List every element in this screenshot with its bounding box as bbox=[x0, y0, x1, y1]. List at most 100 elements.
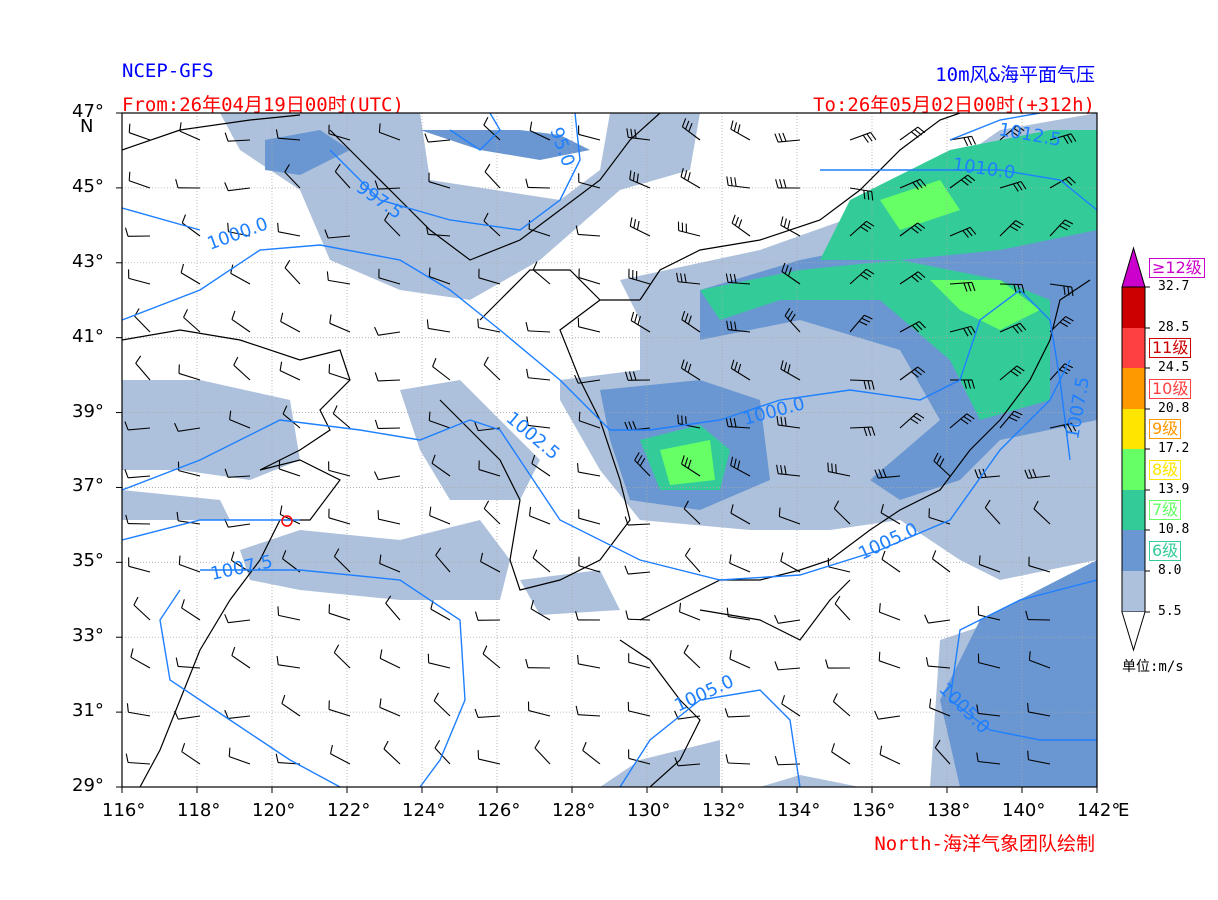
colorbar-tick-label: 10.8 bbox=[1158, 522, 1190, 537]
wind-barb bbox=[677, 414, 701, 429]
wind-barb bbox=[774, 661, 801, 671]
wind-barb bbox=[827, 462, 851, 477]
wind-barb bbox=[628, 653, 651, 669]
model-label: NCEP-GFS bbox=[122, 60, 214, 82]
colorbar-tick-label: 20.8 bbox=[1158, 401, 1190, 416]
lat-tick-label: 37° bbox=[72, 475, 104, 497]
wind-barb bbox=[725, 754, 751, 765]
wind-barb bbox=[532, 549, 551, 573]
wind-barb bbox=[730, 504, 751, 525]
colorbar-tick-label: 5.5 bbox=[1158, 604, 1182, 619]
wind-barb bbox=[1049, 133, 1077, 144]
lat-tick-label: 31° bbox=[72, 700, 104, 722]
lon-tick-label: 138° bbox=[927, 800, 971, 821]
wind-barb bbox=[480, 552, 501, 573]
colorbar-tick-label: 28.5 bbox=[1158, 320, 1190, 335]
wind-barb bbox=[999, 180, 1027, 192]
wind-barb bbox=[483, 500, 501, 525]
wind-barb bbox=[178, 555, 201, 573]
wind-barb bbox=[624, 516, 651, 526]
colorbar-level-label: 10级 bbox=[1149, 378, 1192, 399]
wind-barb bbox=[576, 463, 601, 477]
wind-barb bbox=[933, 452, 951, 477]
wind-barb bbox=[780, 552, 801, 573]
wind-barb bbox=[899, 222, 926, 237]
wind-barb bbox=[434, 739, 451, 765]
wind-barb bbox=[379, 649, 401, 669]
isobar-label: 1005.0 bbox=[855, 519, 921, 565]
wind-barb bbox=[849, 220, 875, 237]
wind-barb bbox=[934, 739, 951, 765]
wind-barb bbox=[128, 557, 151, 573]
wind-barb bbox=[776, 464, 801, 477]
wind-barb bbox=[377, 510, 401, 525]
wind-barb bbox=[224, 614, 251, 624]
wind-barb bbox=[874, 468, 901, 479]
wind-barb bbox=[231, 646, 251, 669]
lat-tick-label: 35° bbox=[72, 550, 104, 572]
wind-barb bbox=[525, 658, 551, 669]
wind-barb bbox=[1049, 316, 1074, 333]
lon-suffix: E bbox=[1118, 800, 1130, 821]
location-marker bbox=[281, 515, 293, 527]
wind-barb bbox=[178, 364, 201, 381]
wind-barb bbox=[730, 120, 751, 141]
wind-barb bbox=[625, 610, 651, 621]
wind-barb bbox=[526, 368, 551, 381]
wind-barb bbox=[578, 411, 601, 429]
lon-tick-label: 132° bbox=[702, 800, 746, 821]
wind-barb bbox=[179, 122, 201, 141]
wind-barb bbox=[284, 164, 301, 189]
wind-barb bbox=[276, 655, 301, 669]
wind-barb bbox=[726, 607, 751, 621]
colorbar-band bbox=[1122, 490, 1145, 530]
isobars bbox=[122, 113, 1097, 787]
wind-barb bbox=[477, 750, 501, 765]
wind-barb bbox=[899, 321, 926, 333]
wind-barb bbox=[628, 749, 651, 765]
wind-barb bbox=[575, 611, 601, 621]
wind-barb bbox=[1027, 750, 1051, 765]
wind-barb bbox=[334, 163, 351, 189]
wind-barb bbox=[474, 708, 501, 718]
wind-barb bbox=[630, 311, 651, 333]
wind-barb bbox=[277, 606, 301, 621]
wind-barb bbox=[775, 179, 801, 189]
colorbar-level-label: 8级 bbox=[1149, 459, 1182, 480]
wind-barb bbox=[126, 703, 151, 717]
wind-barb bbox=[231, 310, 251, 333]
wind-barb bbox=[780, 216, 801, 237]
wind-barb bbox=[778, 507, 801, 525]
wind-barb bbox=[482, 645, 501, 669]
from-time: From:26年04月19日00时(UTC) bbox=[122, 94, 404, 116]
wind-barb bbox=[1024, 468, 1051, 479]
wind-barb bbox=[329, 314, 351, 333]
lon-tick-label: 140° bbox=[1002, 800, 1046, 821]
lon-tick-label: 130° bbox=[627, 800, 671, 821]
wind-barb bbox=[378, 268, 401, 285]
wind-barb bbox=[825, 659, 851, 669]
lat-tick-label: 29° bbox=[72, 775, 104, 796]
credit: North-海洋气象团队绘制 bbox=[874, 833, 1095, 855]
wind-barb bbox=[324, 229, 351, 239]
wind-barb bbox=[724, 708, 751, 718]
wind-barb bbox=[624, 371, 651, 381]
wind-barb bbox=[531, 454, 551, 477]
wind-barb bbox=[626, 128, 651, 141]
wind-barb bbox=[628, 268, 651, 285]
wind-barb bbox=[281, 694, 301, 717]
colorbar-band bbox=[1122, 287, 1145, 328]
lat-tick-label: 47° bbox=[72, 101, 104, 122]
wind-barb bbox=[831, 743, 851, 765]
wind-barb bbox=[328, 700, 351, 717]
wind-barb bbox=[726, 320, 751, 333]
wind-barb bbox=[949, 379, 975, 389]
wind-barb bbox=[181, 599, 201, 621]
wind-barb bbox=[976, 752, 1001, 765]
wind-barb bbox=[949, 413, 975, 429]
lat-suffix: N bbox=[80, 116, 94, 137]
wind-barb bbox=[582, 741, 601, 765]
wind-barb bbox=[849, 314, 873, 333]
wind-barb bbox=[578, 125, 601, 141]
wind-barb bbox=[574, 374, 601, 384]
